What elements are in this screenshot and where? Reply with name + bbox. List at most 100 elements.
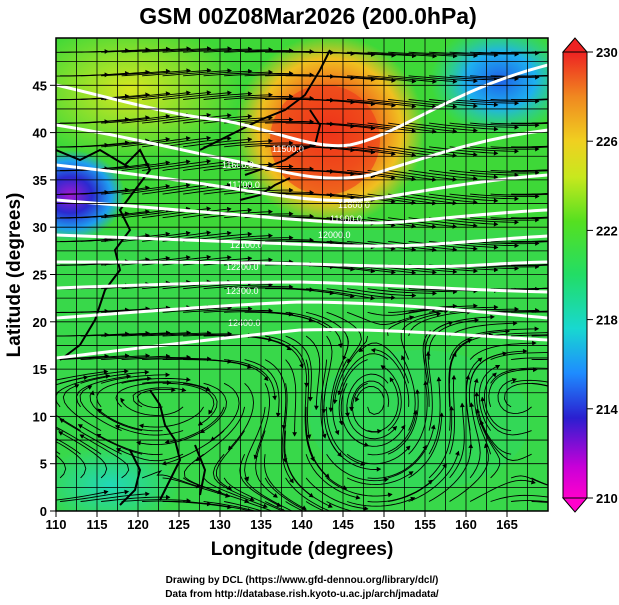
streamline-arrowhead bbox=[511, 378, 517, 383]
streamline bbox=[141, 470, 201, 488]
streamline-arrowhead bbox=[247, 231, 253, 237]
contour-label: 12200.0 bbox=[226, 262, 259, 272]
streamline-arrowhead bbox=[338, 420, 344, 426]
streamline bbox=[120, 398, 184, 416]
colorbar-top-arrow bbox=[561, 37, 589, 53]
streamline-arrowhead bbox=[514, 243, 520, 249]
streamline bbox=[367, 308, 436, 316]
streamline-arrowhead bbox=[337, 452, 342, 457]
streamline bbox=[428, 406, 453, 479]
streamline-arrowhead bbox=[301, 505, 307, 510]
streamline-arrowhead bbox=[473, 78, 478, 84]
streamline-arrowhead bbox=[532, 367, 538, 373]
streamline bbox=[346, 373, 389, 417]
streamline-arrowhead bbox=[288, 211, 294, 217]
streamline bbox=[210, 382, 240, 442]
streamline bbox=[326, 477, 393, 497]
streamline bbox=[531, 193, 548, 195]
streamline bbox=[531, 216, 548, 219]
streamline bbox=[326, 406, 365, 466]
streamline bbox=[59, 418, 122, 455]
streamline-arrowhead bbox=[103, 369, 109, 375]
streamline bbox=[56, 450, 61, 455]
streamline-arrowhead bbox=[473, 223, 478, 228]
streamline-arrowhead bbox=[247, 91, 253, 97]
streamline-arrowhead bbox=[556, 50, 560, 54]
colorbar-tick-label: 230 bbox=[596, 45, 618, 60]
streamline-arrowhead bbox=[556, 309, 560, 313]
streamline-arrowhead bbox=[268, 282, 274, 288]
streamline bbox=[60, 491, 129, 502]
streamline bbox=[388, 463, 447, 502]
streamline-arrowhead bbox=[248, 306, 253, 312]
streamline-arrowhead bbox=[288, 187, 294, 193]
streamline-arrowhead bbox=[199, 428, 206, 434]
streamline-arrowhead bbox=[535, 217, 540, 223]
streamline bbox=[215, 430, 245, 490]
streamline-arrowhead bbox=[552, 386, 556, 390]
streamline bbox=[358, 342, 410, 384]
streamline-arrowhead bbox=[556, 286, 560, 290]
streamline bbox=[183, 453, 222, 494]
streamline bbox=[203, 359, 269, 381]
streamline-arrowhead bbox=[597, 283, 601, 287]
streamline-arrowhead bbox=[145, 491, 150, 497]
colorbar-bottom-arrow bbox=[561, 497, 589, 513]
streamline bbox=[531, 382, 548, 387]
streamline-arrowhead bbox=[306, 434, 312, 440]
streamline bbox=[428, 377, 441, 455]
streamline bbox=[427, 351, 433, 431]
streamline bbox=[531, 98, 548, 100]
contour-label: 11900.0 bbox=[330, 214, 362, 224]
streamline bbox=[56, 454, 67, 479]
streamline-arrowhead bbox=[165, 160, 171, 166]
x-tick-label: 165 bbox=[496, 517, 518, 532]
streamline-arrowhead bbox=[473, 303, 478, 309]
y-tick-label: 30 bbox=[33, 220, 47, 235]
streamline-arrowhead bbox=[272, 493, 278, 498]
streamline-arrowhead bbox=[165, 184, 171, 189]
streamline-arrowhead bbox=[97, 408, 103, 414]
streamline-arrowhead bbox=[50, 386, 54, 390]
streamline bbox=[305, 406, 330, 479]
streamline-arrowhead bbox=[597, 94, 601, 98]
streamline-arrowhead bbox=[171, 387, 176, 393]
streamline-arrowhead bbox=[451, 374, 457, 380]
streamline-arrowhead bbox=[556, 74, 560, 78]
streamline-arrowhead bbox=[473, 103, 478, 109]
streamline-arrowhead bbox=[514, 100, 520, 106]
streamline-arrowhead bbox=[328, 407, 334, 413]
streamline bbox=[531, 501, 548, 503]
streamline-arrowhead bbox=[535, 193, 540, 199]
streamline bbox=[408, 311, 471, 337]
streamline bbox=[531, 240, 548, 242]
streamline bbox=[265, 311, 332, 332]
streamline-arrowhead bbox=[165, 114, 171, 119]
streamline-arrowhead bbox=[491, 372, 497, 378]
streamline-arrowhead bbox=[432, 290, 437, 296]
contour-line bbox=[56, 123, 548, 180]
streamline-arrowhead bbox=[120, 397, 125, 403]
streamline bbox=[305, 501, 326, 511]
streamline bbox=[284, 430, 314, 498]
streamline-arrowhead bbox=[597, 332, 601, 336]
streamline-arrowhead bbox=[165, 137, 171, 142]
streamline bbox=[59, 370, 129, 384]
streamline-arrowhead bbox=[432, 269, 437, 275]
streamline bbox=[139, 406, 204, 428]
streamline bbox=[428, 316, 495, 337]
streamline-arrowhead bbox=[195, 456, 201, 462]
streamline-arrowhead bbox=[477, 357, 483, 363]
streamline bbox=[326, 501, 354, 511]
streamline-arrowhead bbox=[164, 439, 170, 445]
streamline bbox=[388, 217, 457, 228]
streamline bbox=[320, 359, 328, 439]
streamline-arrowhead bbox=[597, 359, 601, 363]
streamline-arrowhead bbox=[181, 387, 187, 393]
streamline bbox=[326, 288, 396, 299]
streamline-arrowhead bbox=[449, 405, 455, 411]
streamline-arrowhead bbox=[392, 425, 398, 431]
streamline bbox=[511, 500, 548, 503]
streamline-arrowhead bbox=[161, 460, 167, 466]
streamline-arrowhead bbox=[368, 520, 372, 524]
